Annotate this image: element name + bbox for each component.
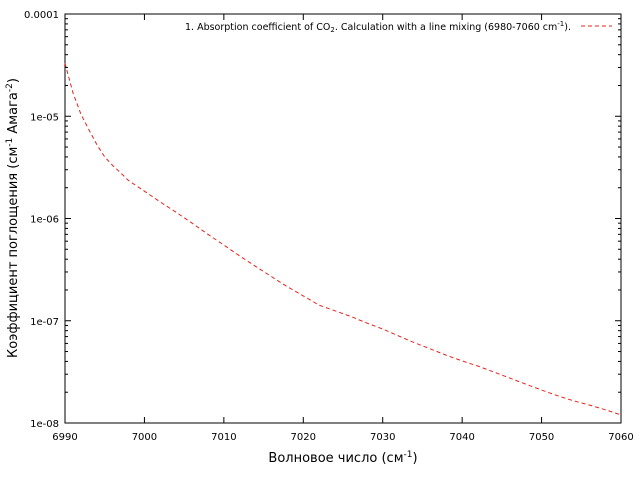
legend-label: 1. Absorption coefficient of CO2. Calcul… <box>185 20 571 34</box>
y-tick-label: 1e-06 <box>30 215 59 226</box>
plot-frame <box>64 13 622 424</box>
x-tick-label: 7000 <box>132 432 157 443</box>
x-tick-label: 7020 <box>291 432 316 443</box>
axis-ticks <box>64 13 622 424</box>
x-tick-label: 7030 <box>370 432 395 443</box>
x-tick-label: 7060 <box>608 432 633 443</box>
y-tick-label: 1e-05 <box>30 112 59 123</box>
x-tick-label: 6990 <box>52 432 77 443</box>
y-axis-label: Коэффициент поглощения (см-1 Амага-2) <box>5 78 21 358</box>
y-tick-label: 1e-08 <box>30 419 59 430</box>
y-tick-label: 1e-07 <box>30 317 59 328</box>
x-tick-label: 7010 <box>211 432 236 443</box>
series-line-co2-absorption <box>64 63 622 416</box>
x-tick-label: 7040 <box>449 432 474 443</box>
x-tick-label: 7050 <box>529 432 554 443</box>
y-tick-label: 0.0001 <box>24 10 59 21</box>
tick-labels: 6990 7000 7010 7020 7030 7040 7050 7060 1e-08 1e-… <box>24 10 634 443</box>
x-axis-label: Волновое число (см-1) <box>268 450 417 466</box>
legend: 1. Absorption coefficient of CO2. Calcul… <box>185 20 612 34</box>
